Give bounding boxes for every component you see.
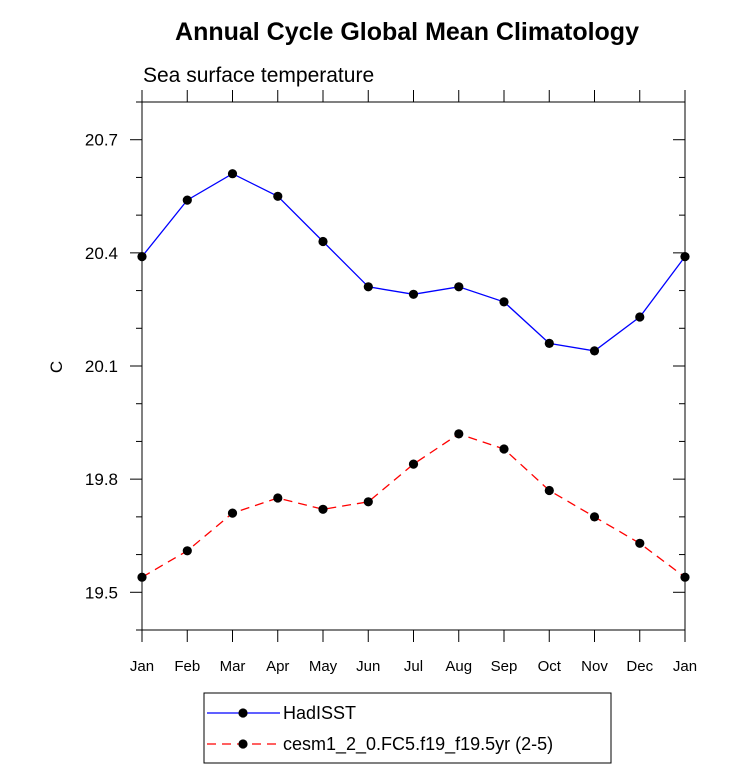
series-0-point [408, 289, 419, 299]
series-0-point [137, 252, 147, 262]
x-tick-label: Jul [404, 658, 423, 675]
series-1-point [635, 538, 645, 548]
x-tick-label: May [309, 658, 338, 675]
legend-box [203, 692, 612, 764]
series-0-point [318, 236, 328, 247]
y-tick-label: 19.8 [85, 470, 118, 489]
series-0-point [499, 297, 509, 307]
series-1-point [273, 493, 283, 503]
x-tick-label: Oct [538, 658, 562, 675]
x-tick-label: Apr [266, 658, 289, 675]
series-1-point [589, 512, 600, 522]
x-tick-label: Jun [356, 658, 380, 675]
series-1-point [137, 572, 147, 582]
x-tick-label: Sep [491, 658, 518, 675]
x-tick-label: Aug [445, 658, 472, 675]
legend-marker-hadisst [238, 708, 248, 718]
legend: HadISST cesm1_2_0.FC5.f19_f19.5yr (2-5) [203, 692, 612, 764]
series-0-point [363, 282, 373, 292]
series-0-point [227, 169, 238, 179]
series-line-0 [141, 172, 686, 352]
series-1-point [363, 497, 373, 507]
x-tick-label: Nov [581, 658, 608, 675]
series-1-point [680, 572, 690, 582]
x-tick-label: Feb [174, 658, 200, 675]
series-0-point [635, 312, 645, 322]
x-tick-label: Dec [626, 658, 653, 675]
x-tick-label: Jan [130, 658, 154, 675]
series-1-point [227, 508, 238, 518]
chart-title: Annual Cycle Global Mean Climatology [175, 18, 639, 46]
y-tick-label: 19.5 [85, 583, 118, 602]
legend-marker-cesm [238, 739, 248, 749]
series-0-point [273, 191, 283, 201]
x-tick-label: Jan [673, 658, 697, 675]
axis-ticks: 19.5 19.8 20.1 20.4 20.7 Jan Feb Mar Apr May Jun Ju… [85, 90, 697, 675]
series-1-point [318, 504, 328, 514]
y-tick-label: 20.7 [85, 131, 118, 150]
series-0-point [589, 346, 600, 356]
series-1-point [454, 429, 464, 439]
series-0-point [182, 195, 192, 205]
y-tick-label: 20.4 [85, 244, 118, 263]
y-axis-label: C [47, 361, 66, 373]
y-tick-label: 20.1 [85, 357, 118, 376]
legend-label-hadisst: HadISST [283, 703, 356, 723]
series-0-point [544, 338, 554, 348]
series-0-point [680, 252, 690, 262]
series-0-point [454, 282, 464, 292]
series-1-point [408, 459, 419, 469]
x-tick-label: Mar [220, 658, 246, 675]
series-1-point [182, 546, 192, 556]
series-1-point [499, 444, 509, 454]
legend-label-cesm: cesm1_2_0.FC5.f19_f19.5yr (2-5) [283, 734, 553, 755]
series-line-1 [141, 433, 686, 578]
plot-frame [141, 101, 686, 631]
series-layer [137, 169, 690, 582]
series-1-point [544, 485, 554, 496]
chart-subtitle: Sea surface temperature [143, 64, 374, 87]
